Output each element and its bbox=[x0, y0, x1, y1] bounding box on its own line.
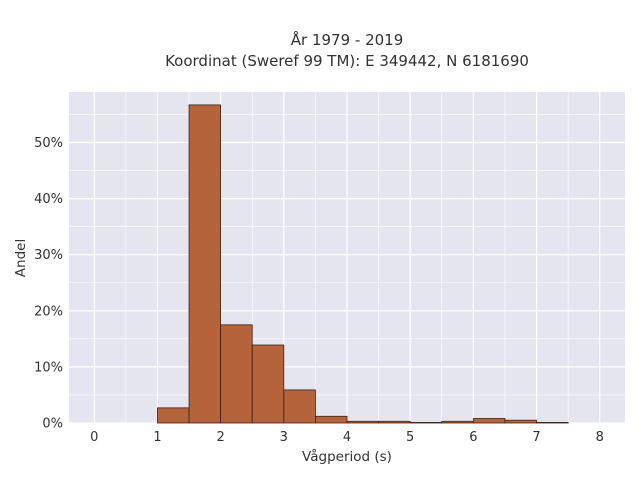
x-tick-label: 8 bbox=[596, 430, 604, 445]
x-tick-label: 4 bbox=[343, 430, 351, 445]
y-tick-label: 20% bbox=[34, 304, 63, 319]
x-tick-label: 6 bbox=[469, 430, 477, 445]
y-tick-label: 40% bbox=[34, 192, 63, 207]
histogram-bar bbox=[251, 344, 285, 424]
y-tick-label: 10% bbox=[34, 360, 63, 375]
histogram-bar bbox=[346, 420, 379, 424]
x-tick-label: 3 bbox=[280, 430, 288, 445]
histogram-bar bbox=[188, 104, 222, 424]
x-tick-label: 2 bbox=[216, 430, 224, 445]
histogram-bar bbox=[315, 415, 348, 424]
x-axis-ticks: 0 1 2 3 4 5 6 7 8 bbox=[90, 430, 604, 445]
histogram-bar bbox=[472, 418, 506, 424]
x-tick-label: 0 bbox=[90, 430, 98, 445]
y-axis-ticks: 0% 10% 20% 30% 40% 50% bbox=[34, 136, 63, 432]
histogram-bar bbox=[504, 419, 537, 424]
x-tick-label: 5 bbox=[406, 430, 414, 445]
histogram-bar bbox=[536, 422, 569, 424]
histogram-bar bbox=[220, 324, 253, 424]
chart-title-line1: År 1979 - 2019 bbox=[291, 30, 404, 49]
y-tick-label: 30% bbox=[34, 248, 63, 263]
x-axis-title: Vågperiod (s) bbox=[302, 448, 392, 465]
y-axis-title: Andel bbox=[13, 239, 29, 277]
grid-lines bbox=[69, 92, 625, 424]
y-tick-label: 50% bbox=[34, 136, 63, 151]
histogram-bar bbox=[378, 420, 411, 424]
histogram-bar bbox=[283, 389, 316, 424]
x-tick-label: 7 bbox=[532, 430, 540, 445]
x-tick-label: 1 bbox=[153, 430, 161, 445]
y-tick-label: 0% bbox=[42, 417, 63, 432]
bars bbox=[157, 104, 569, 424]
chart-title-line2: Koordinat (Sweref 99 TM): E 349442, N 61… bbox=[165, 52, 529, 70]
histogram-bar bbox=[409, 422, 443, 424]
histogram-bar bbox=[157, 407, 190, 424]
histogram-bar bbox=[441, 420, 474, 424]
